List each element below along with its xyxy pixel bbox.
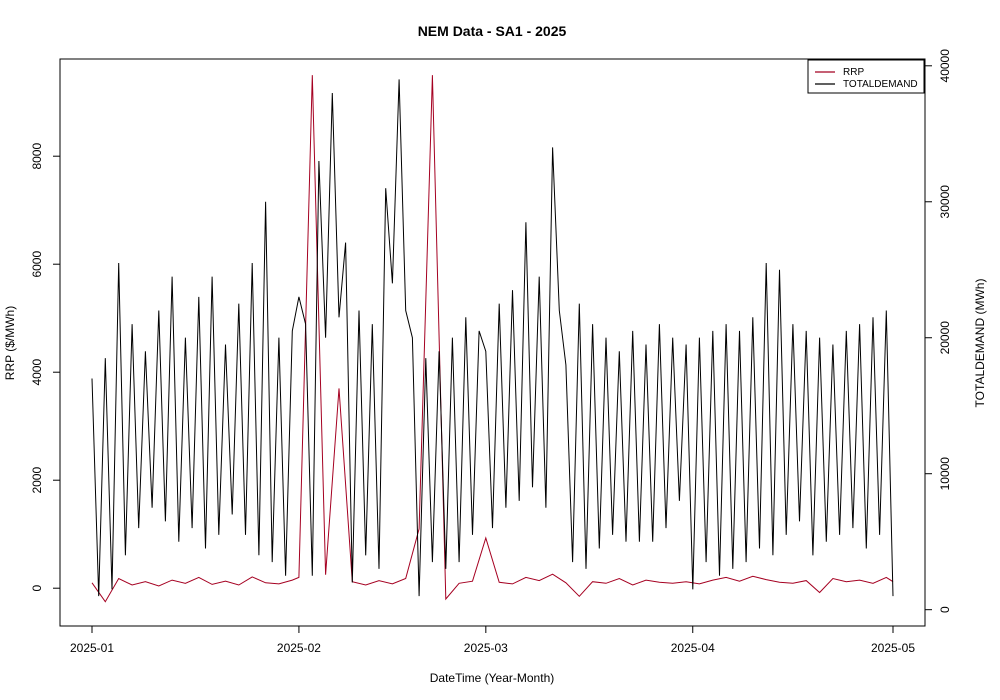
x-tick-label: 2025-05 (871, 641, 915, 655)
right-y-tick-label: 10000 (938, 457, 952, 491)
right-y-tick-label: 20000 (938, 321, 952, 355)
x-tick-label: 2025-02 (277, 641, 321, 655)
left-y-tick-label: 6000 (30, 251, 44, 278)
right-y-tick-label: 40000 (938, 49, 952, 83)
legend-label-rrp: RRP (843, 67, 864, 78)
left-y-tick-label: 4000 (30, 359, 44, 386)
series-line-rrp (91, 75, 894, 603)
series-line-totaldemand (91, 79, 894, 597)
x-tick-label: 2025-04 (671, 641, 715, 655)
left-y-tick-label: 2000 (30, 467, 44, 494)
left-y-tick-label: 8000 (30, 143, 44, 170)
legend-label-totaldemand: TOTALDEMAND (843, 79, 918, 90)
right-y-tick-label: 0 (938, 606, 952, 613)
right-y-axis-label: TOTALDEMAND (MWh) (973, 279, 987, 408)
series-lines (91, 75, 894, 603)
left-y-axis-label: RRP ($/MWh) (3, 306, 17, 380)
left-y-tick-label: 0 (30, 585, 44, 592)
right-y-tick-label: 30000 (938, 185, 952, 219)
x-axis-label: DateTime (Year-Month) (430, 671, 555, 685)
legend-box (807, 59, 925, 94)
axes: 2025-01 2025-02 2025-03 2025-04 2025-05 0 2000… (30, 49, 952, 655)
x-tick-label: 2025-03 (464, 641, 508, 655)
x-tick-label: 2025-01 (70, 641, 114, 655)
chart-title: NEM Data - SA1 - 2025 (418, 23, 567, 39)
legend: RRP TOTALDEMAND (807, 59, 925, 94)
plot-frame (59, 58, 926, 627)
